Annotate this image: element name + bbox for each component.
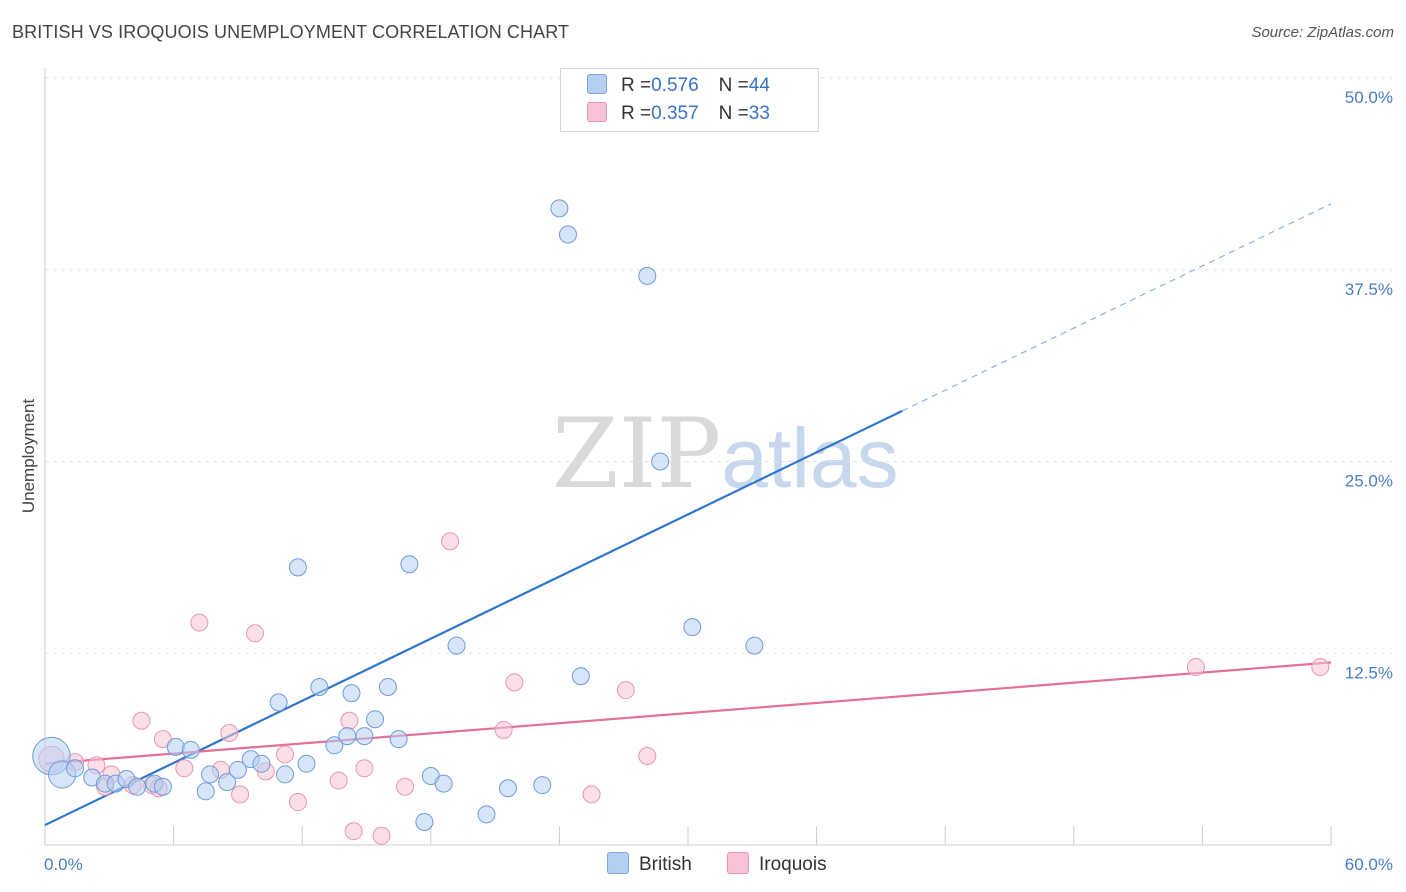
series-legend-british: British: [607, 852, 692, 876]
iroquois-point: [132, 711, 151, 730]
iroquois-point: [505, 673, 524, 692]
series-legend-iroquois: Iroquois: [727, 852, 827, 876]
british-point: [434, 774, 453, 793]
y-tick-label: 37.5%: [1345, 280, 1393, 299]
legend-row-british: R = 0.576 N = 44: [587, 74, 770, 98]
british-point: [325, 736, 344, 755]
british-point: [297, 754, 316, 773]
series-legend: British Iroquois: [0, 852, 1406, 876]
series-label-iroquois: Iroquois: [759, 854, 827, 875]
british-point: [651, 452, 670, 471]
y-tick-label: 25.0%: [1345, 472, 1393, 491]
iroquois-point: [175, 759, 194, 778]
series-swatch-british: [607, 852, 629, 874]
iroquois-point: [340, 711, 359, 730]
british-point: [128, 777, 147, 796]
british-point: [153, 777, 172, 796]
legend-r-label: R =: [621, 75, 652, 96]
watermark-zip: ZIP: [552, 398, 722, 510]
british-point: [683, 618, 702, 637]
y-tick-label: 50.0%: [1345, 88, 1393, 107]
iroquois-point: [1311, 658, 1330, 677]
british-point: [201, 765, 220, 784]
british-point: [269, 693, 288, 712]
iroquois-point: [276, 745, 295, 764]
legend-r-value: 0.576: [651, 75, 699, 96]
british-point: [66, 759, 85, 778]
british-point: [252, 754, 271, 773]
iroquois-point: [344, 822, 363, 841]
iroquois-point: [355, 759, 374, 778]
british-point: [533, 776, 552, 795]
iroquois-point: [288, 793, 307, 812]
iroquois-point: [190, 613, 209, 632]
legend-n-value: 33: [748, 103, 770, 124]
iroquois-point: [329, 771, 348, 790]
tick-labels: 12.5% 25.0% 37.5% 50.0% 0.0% 60.0%: [44, 88, 1393, 874]
iroquois-point: [1186, 658, 1205, 677]
series-label-british: British: [639, 854, 692, 875]
british-point: [366, 710, 385, 729]
british-point: [745, 636, 764, 655]
iroquois-point: [246, 624, 265, 643]
legend-row-iroquois: R = 0.357 N = 33: [587, 102, 770, 126]
y-axis-title: Unemployment: [19, 399, 38, 514]
british-points: [32, 199, 764, 831]
legend-n-label: N =: [718, 103, 749, 124]
correlation-legend: R = 0.576 N = 44 R = 0.357 N = 33: [560, 68, 819, 132]
iroquois-point: [396, 777, 415, 796]
british-point: [447, 636, 466, 655]
iroquois-point: [372, 826, 391, 845]
legend-swatch-iroquois: [587, 102, 607, 122]
british-point: [218, 773, 237, 792]
british-point: [498, 779, 517, 798]
british-point: [166, 737, 185, 756]
british-point: [338, 727, 357, 746]
grid-lines: [45, 77, 1392, 654]
chart-title: BRITISH VS IROQUOIS UNEMPLOYMENT CORRELA…: [12, 22, 570, 42]
british-point: [389, 730, 408, 749]
british-trend-extension: [902, 203, 1332, 412]
british-point: [477, 805, 496, 824]
british-point: [342, 684, 361, 703]
legend-n-value: 44: [748, 75, 770, 96]
british-point: [558, 225, 577, 244]
british-point: [378, 677, 397, 696]
british-point: [288, 558, 307, 577]
british-point: [638, 266, 657, 285]
legend-r-value: 0.357: [651, 103, 699, 124]
british-trend-line: [44, 409, 903, 827]
iroquois-point: [441, 532, 460, 551]
iroquois-points: [38, 532, 1330, 845]
british-point: [400, 555, 419, 574]
legend-swatch-british: [587, 74, 607, 94]
iroquois-point: [582, 785, 601, 804]
source-credit: Source: ZipAtlas.com: [1251, 24, 1394, 41]
british-point: [196, 782, 215, 801]
british-point: [181, 740, 200, 759]
iroquois-point: [494, 720, 513, 739]
iroquois-point: [231, 785, 250, 804]
british-point: [276, 765, 295, 784]
x-tick-label: 60.0%: [1345, 855, 1393, 874]
legend-r-label: R =: [621, 103, 652, 124]
british-point: [415, 812, 434, 831]
iroquois-point: [638, 747, 657, 766]
iroquois-trend-line: [44, 661, 1332, 765]
series-swatch-iroquois: [727, 852, 749, 874]
x-tick-label: 0.0%: [44, 855, 83, 874]
british-point: [310, 677, 329, 696]
iroquois-point: [616, 681, 635, 700]
iroquois-point: [220, 724, 239, 743]
axes: [44, 68, 1332, 846]
british-point: [355, 727, 374, 746]
british-point: [228, 760, 247, 779]
british-point: [550, 199, 569, 218]
y-tick-label: 12.5%: [1345, 663, 1393, 682]
legend-n-label: N =: [718, 75, 749, 96]
british-point: [571, 667, 590, 686]
